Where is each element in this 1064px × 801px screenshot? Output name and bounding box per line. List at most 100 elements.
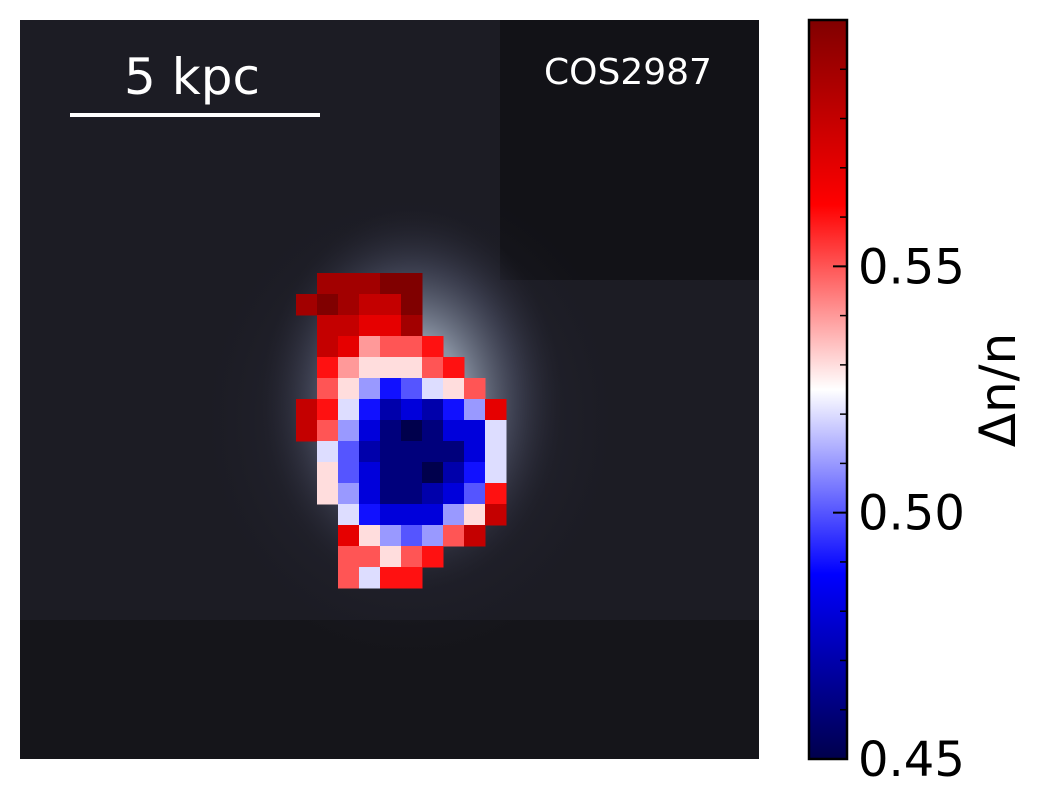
map-pixel <box>359 420 381 442</box>
map-pixel <box>317 336 339 358</box>
map-pixel <box>401 441 423 463</box>
map-pixel <box>401 273 423 295</box>
map-pixel <box>401 420 423 442</box>
map-pixel <box>443 504 465 526</box>
map-pixel <box>422 462 444 484</box>
map-pixel <box>422 336 444 358</box>
map-pixel <box>317 399 339 421</box>
map-pixel <box>443 357 465 379</box>
map-pixel <box>464 462 486 484</box>
map-pixel <box>338 378 360 400</box>
map-pixel <box>380 525 402 547</box>
colorbar <box>807 18 849 761</box>
colorbar-tick-label: 0.55 <box>858 239 965 295</box>
map-pixel <box>296 420 318 442</box>
scale-bar-label: 5 kpc <box>124 48 260 106</box>
map-pixel <box>464 525 486 547</box>
map-pixel <box>380 294 402 316</box>
map-pixel <box>317 441 339 463</box>
map-pixel <box>359 441 381 463</box>
map-pixel <box>359 546 381 568</box>
map-pixel <box>380 378 402 400</box>
map-pixel <box>443 462 465 484</box>
map-pixel <box>359 315 381 337</box>
map-pixel <box>443 483 465 505</box>
colorbar-ticks: 0.45 0.50 0.55 <box>833 19 965 788</box>
map-pixel <box>443 420 465 442</box>
map-pixel <box>380 483 402 505</box>
map-pixel <box>380 315 402 337</box>
map-pixel <box>485 399 507 421</box>
map-pixel <box>338 336 360 358</box>
map-pixel <box>380 357 402 379</box>
map-pixel <box>380 273 402 295</box>
map-pixel <box>296 294 318 316</box>
map-pixel <box>401 525 423 547</box>
map-pixel <box>485 441 507 463</box>
map-pixel <box>317 420 339 442</box>
map-pixel <box>359 504 381 526</box>
map-pixel <box>380 462 402 484</box>
map-pixel <box>317 273 339 295</box>
map-pixel <box>359 525 381 547</box>
map-pixel <box>464 420 486 442</box>
map-pixel <box>359 567 381 589</box>
map-pixel <box>317 357 339 379</box>
map-pixel <box>485 462 507 484</box>
map-pixel <box>422 546 444 568</box>
map-pixel <box>380 336 402 358</box>
map-pixel <box>359 462 381 484</box>
map-pixel <box>401 504 423 526</box>
map-pixel <box>338 273 360 295</box>
map-pixel <box>338 546 360 568</box>
map-pixel <box>485 504 507 526</box>
map-pixel <box>422 399 444 421</box>
map-pixel <box>338 441 360 463</box>
map-pixel <box>380 420 402 442</box>
map-pixel <box>359 357 381 379</box>
map-pixel <box>485 483 507 505</box>
map-pixel <box>422 504 444 526</box>
map-pixel <box>401 336 423 358</box>
map-pixel <box>380 441 402 463</box>
map-pixel <box>401 462 423 484</box>
delta-n-map <box>296 273 507 589</box>
map-pixel <box>443 378 465 400</box>
map-pixel <box>422 483 444 505</box>
map-pixel <box>338 420 360 442</box>
map-pixel <box>380 546 402 568</box>
map-pixel <box>317 483 339 505</box>
map-pixel <box>380 504 402 526</box>
colorbar-label: Δn/n <box>969 333 1027 447</box>
object-label: COS2987 <box>544 52 712 93</box>
map-pixel <box>359 378 381 400</box>
map-pixel <box>401 315 423 337</box>
map-pixel <box>380 567 402 589</box>
map-pixel <box>338 357 360 379</box>
map-pixel <box>338 462 360 484</box>
map-pixel <box>317 378 339 400</box>
map-pixel <box>401 399 423 421</box>
map-pixel <box>422 441 444 463</box>
map-pixel <box>359 273 381 295</box>
map-pixel <box>443 525 465 547</box>
map-pixel <box>485 420 507 442</box>
map-pixel <box>338 294 360 316</box>
map-pixel <box>464 378 486 400</box>
map-pixel <box>422 378 444 400</box>
map-pixel <box>464 504 486 526</box>
map-pixel <box>359 483 381 505</box>
map-pixel <box>338 399 360 421</box>
map-pixel <box>317 462 339 484</box>
map-pixel <box>443 399 465 421</box>
map-pixel <box>422 420 444 442</box>
map-pixel <box>401 357 423 379</box>
map-pixel <box>380 399 402 421</box>
map-pixel <box>464 399 486 421</box>
colorbar-tick-label: 0.50 <box>858 486 965 542</box>
map-pixel <box>359 336 381 358</box>
map-pixel <box>401 483 423 505</box>
image-panel <box>20 20 759 759</box>
map-pixel <box>359 294 381 316</box>
